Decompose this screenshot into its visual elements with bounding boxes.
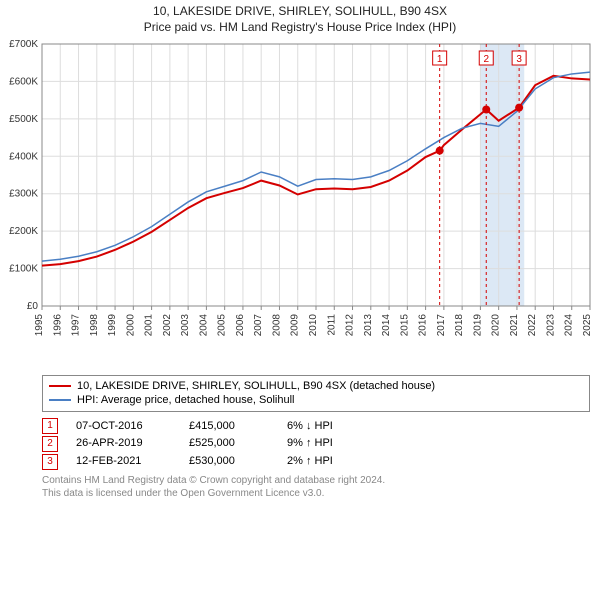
y-tick-label: £400K <box>9 151 38 162</box>
x-tick-label: 2017 <box>436 314 447 337</box>
event-row: 3 12-FEB-2021 £530,000 2% ↑ HPI <box>42 453 590 471</box>
title-subtitle: Price paid vs. HM Land Registry's House … <box>0 20 600 34</box>
legend-row: 10, LAKESIDE DRIVE, SHIRLEY, SOLIHULL, B… <box>49 379 583 393</box>
event-row: 1 07-OCT-2016 £415,000 6% ↓ HPI <box>42 418 590 436</box>
x-tick-label: 2025 <box>582 314 593 337</box>
event-row-marker: 2 <box>42 436 58 452</box>
event-row-marker: 1 <box>42 418 58 434</box>
x-tick-label: 2023 <box>545 314 556 337</box>
x-tick-label: 2016 <box>418 314 429 337</box>
x-tick-label: 2024 <box>564 314 575 337</box>
legend-row: HPI: Average price, detached house, Soli… <box>49 393 583 407</box>
shaded-band <box>480 44 524 306</box>
x-tick-label: 2004 <box>198 314 209 337</box>
x-tick-label: 2009 <box>290 314 301 337</box>
titles: 10, LAKESIDE DRIVE, SHIRLEY, SOLIHULL, B… <box>0 0 600 36</box>
event-row-date: 07-OCT-2016 <box>76 418 171 436</box>
x-tick-label: 2010 <box>308 314 319 337</box>
y-tick-label: £300K <box>9 189 38 200</box>
y-tick-label: £100K <box>9 264 38 275</box>
chart-svg: £0 £100K £200K £300K £400K £500K £600K £700K 199… <box>0 36 600 366</box>
x-tick-label: 2005 <box>217 314 228 337</box>
event-row-pct: 2% ↑ HPI <box>287 453 333 471</box>
event-row: 2 26-APR-2019 £525,000 9% ↑ HPI <box>42 435 590 453</box>
x-tick-label: 2013 <box>363 314 374 337</box>
footer-line1: Contains HM Land Registry data © Crown c… <box>42 474 590 487</box>
event-row-date: 26-APR-2019 <box>76 435 171 453</box>
event-dot <box>482 106 490 114</box>
event-row-marker: 3 <box>42 454 58 470</box>
legend-label: HPI: Average price, detached house, Soli… <box>77 393 295 407</box>
x-tick-label: 2000 <box>125 314 136 337</box>
event-row-price: £530,000 <box>189 453 269 471</box>
x-tick-label: 2018 <box>454 314 465 337</box>
x-tick-label: 2022 <box>527 314 538 337</box>
x-tick-label: 2011 <box>326 314 337 336</box>
x-tick-label: 2002 <box>162 314 173 337</box>
event-marker-label: 2 <box>483 54 489 65</box>
x-tick-label: 2007 <box>253 314 264 337</box>
event-row-pct: 6% ↓ HPI <box>287 418 333 436</box>
event-row-date: 12-FEB-2021 <box>76 453 171 471</box>
y-tick-label: £700K <box>9 39 38 50</box>
event-marker-label: 1 <box>437 54 443 65</box>
page: 10, LAKESIDE DRIVE, SHIRLEY, SOLIHULL, B… <box>0 0 600 590</box>
y-tick-label: £200K <box>9 226 38 237</box>
x-tick-label: 2003 <box>180 314 191 337</box>
footer: Contains HM Land Registry data © Crown c… <box>42 474 590 500</box>
x-tick-label: 1999 <box>107 314 118 337</box>
x-tick-label: 1997 <box>71 314 82 337</box>
footer-line2: This data is licensed under the Open Gov… <box>42 487 590 500</box>
y-tick-label: £600K <box>9 76 38 87</box>
x-tick-label: 2019 <box>472 314 483 337</box>
events-table: 1 07-OCT-2016 £415,000 6% ↓ HPI 2 26-APR-2019… <box>42 418 590 471</box>
x-tick-label: 2014 <box>381 314 392 337</box>
legend-swatch <box>49 385 71 387</box>
x-tick-label: 1995 <box>34 314 45 337</box>
x-tick-label: 2021 <box>509 314 520 337</box>
chart: £0 £100K £200K £300K £400K £500K £600K £700K 199… <box>0 36 600 371</box>
legend: 10, LAKESIDE DRIVE, SHIRLEY, SOLIHULL, B… <box>42 375 590 412</box>
event-row-price: £415,000 <box>189 418 269 436</box>
title-address: 10, LAKESIDE DRIVE, SHIRLEY, SOLIHULL, B… <box>0 4 600 18</box>
event-marker-label: 3 <box>516 54 522 65</box>
legend-swatch <box>49 399 71 401</box>
x-tick-label: 2020 <box>491 314 502 337</box>
y-tick-label: £0 <box>27 301 39 312</box>
x-tick-label: 2008 <box>271 314 282 337</box>
x-tick-label: 1998 <box>89 314 100 337</box>
event-row-pct: 9% ↑ HPI <box>287 435 333 453</box>
event-dot <box>515 104 523 112</box>
x-tick-label: 1996 <box>52 314 63 337</box>
x-tick-label: 2012 <box>345 314 356 337</box>
y-tick-label: £500K <box>9 114 38 125</box>
x-tick-label: 2001 <box>144 314 155 337</box>
x-tick-label: 2015 <box>399 314 410 337</box>
legend-label: 10, LAKESIDE DRIVE, SHIRLEY, SOLIHULL, B… <box>77 379 435 393</box>
event-row-price: £525,000 <box>189 435 269 453</box>
x-tick-label: 2006 <box>235 314 246 337</box>
event-dot <box>436 147 444 155</box>
